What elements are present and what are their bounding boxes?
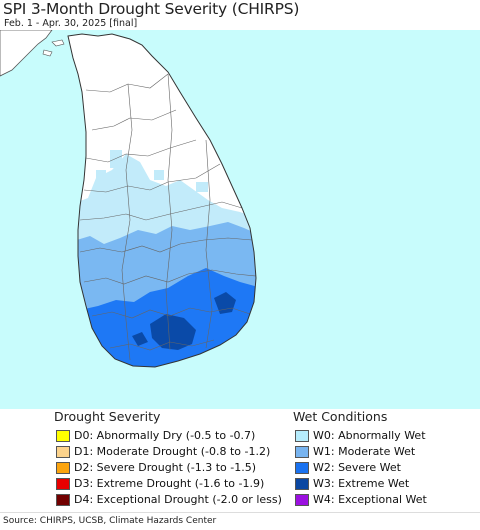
w0-patch: [96, 170, 106, 182]
swatch-w3: [295, 477, 309, 490]
small-island: [51, 39, 65, 47]
legend-item-d2: D2: Severe Drought (-1.3 to -1.5): [56, 460, 256, 475]
w0-patch: [154, 170, 164, 180]
w2-region: [68, 268, 256, 367]
district-boundaries: [79, 73, 257, 361]
swatch-w0: [295, 429, 309, 442]
legend-label: W1: Moderate Wet: [313, 445, 416, 458]
small-island: [42, 49, 53, 57]
w3-region: [132, 332, 148, 346]
india-coast: [0, 30, 53, 77]
drought-legend-title: Drought Severity: [54, 409, 161, 424]
legend-label: W0: Abnormally Wet: [313, 429, 426, 442]
wet-legend-title: Wet Conditions: [293, 409, 388, 424]
legend-item-w0: W0: Abnormally Wet: [295, 428, 426, 443]
legend-item-w4: W4: Exceptional Wet: [295, 492, 427, 507]
sri-lanka-coastline: [67, 33, 257, 368]
legend-label: D4: Exceptional Drought (-2.0 or less): [74, 493, 282, 506]
swatch-w2: [295, 461, 309, 474]
legend-label: D0: Abnormally Dry (-0.5 to -0.7): [74, 429, 256, 442]
source-credit: Source: CHIRPS, UCSB, Climate Hazards Ce…: [3, 516, 217, 526]
swatch-d0: [56, 429, 70, 442]
legend-item-w1: W1: Moderate Wet: [295, 444, 415, 459]
map-period: Feb. 1 - Apr. 30, 2025 [final]: [4, 18, 138, 29]
swatch-w4: [295, 493, 309, 506]
legend-item-w2: W2: Severe Wet: [295, 460, 401, 475]
legend-item-w3: W3: Extreme Wet: [295, 476, 409, 491]
swatch-d1: [56, 445, 70, 458]
legend-item-d4: D4: Exceptional Drought (-2.0 or less): [56, 492, 282, 507]
swatch-d3: [56, 477, 70, 490]
swatch-w1: [295, 445, 309, 458]
footer-divider: [0, 512, 480, 513]
legend-item-d1: D1: Moderate Drought (-0.8 to -1.2): [56, 444, 270, 459]
legend-item-d3: D3: Extreme Drought (-1.6 to -1.9): [56, 476, 264, 491]
legend-label: D1: Moderate Drought (-0.8 to -1.2): [74, 445, 271, 458]
map-title: SPI 3-Month Drought Severity (CHIRPS): [3, 0, 300, 18]
swatch-d4: [56, 493, 70, 506]
legend-label: W2: Severe Wet: [313, 461, 401, 474]
legend-label: W3: Extreme Wet: [313, 477, 410, 490]
w0-patch: [110, 150, 122, 168]
w0-patch: [196, 182, 208, 192]
legend-label: D2: Severe Drought (-1.3 to -1.5): [74, 461, 257, 474]
swatch-d2: [56, 461, 70, 474]
legend-label: W4: Exceptional Wet: [313, 493, 427, 506]
drought-map: [0, 30, 480, 409]
w3-region: [150, 314, 196, 350]
legend-item-d0: D0: Abnormally Dry (-0.5 to -0.7): [56, 428, 255, 443]
legend-label: D3: Extreme Drought (-1.6 to -1.9): [74, 477, 265, 490]
